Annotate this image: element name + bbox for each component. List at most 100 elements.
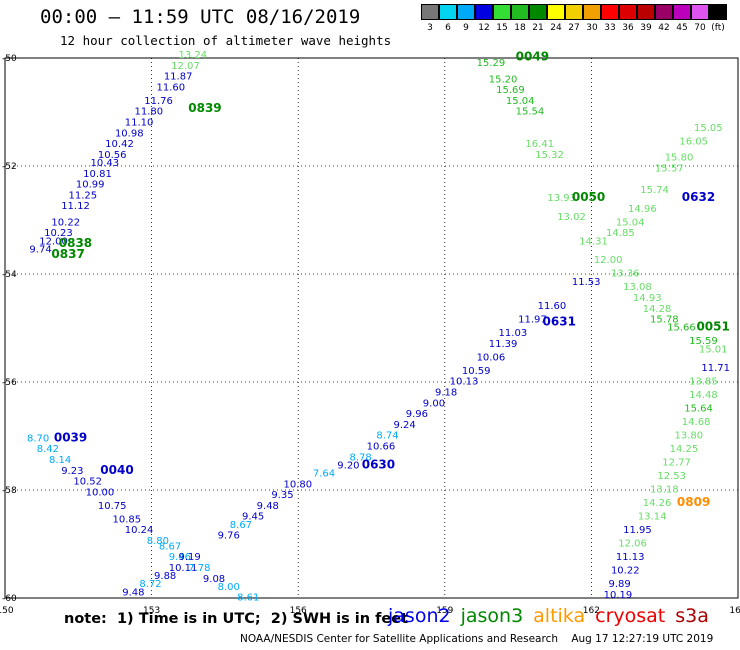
wave-height-label: 8.00 xyxy=(218,582,240,593)
wave-height-label: 9.89 xyxy=(609,579,631,590)
wave-height-labels: 9.7410.2312.0010.2211.1211.2510.9910.811… xyxy=(27,50,730,604)
colorbar-swatch xyxy=(691,4,709,20)
wave-height-label: 9.24 xyxy=(393,420,415,431)
wave-height-label: 10.00 xyxy=(86,487,115,498)
colorbar-label: 45 xyxy=(676,23,688,33)
pass-time-label: 0839 xyxy=(188,101,221,115)
wave-height-label: 9.96 xyxy=(406,409,428,420)
wave-height-label: 13.02 xyxy=(557,212,586,223)
wave-height-label: 14.85 xyxy=(606,228,635,239)
wave-height-label: 10.24 xyxy=(125,525,154,536)
axis-ticks: 150 153 156 159 162 165 -50 -52 -54 -56 -58 -60 xyxy=(0,54,740,616)
pass-time-label: 0838 xyxy=(59,236,92,250)
wave-height-label: 11.25 xyxy=(69,190,98,201)
x-tick-label: 156 xyxy=(290,606,307,616)
wave-height-label: 16.41 xyxy=(525,139,554,150)
colorbar-swatch xyxy=(493,4,511,20)
wave-height-label: 15.04 xyxy=(506,96,535,107)
wave-height-label: 10.43 xyxy=(91,158,120,169)
colorbar-swatch xyxy=(565,4,583,20)
wave-height-label: 11.80 xyxy=(134,107,163,118)
colorbar-label: 12 xyxy=(478,23,490,33)
colorbar-swatch xyxy=(547,4,565,20)
wave-height-label: 15.32 xyxy=(535,150,564,161)
wave-height-label: 13.93 xyxy=(547,193,576,204)
wave-height-label: 15.59 xyxy=(689,336,718,347)
wave-height-label: 12.53 xyxy=(657,471,686,482)
colorbar-label: 39 xyxy=(640,23,652,33)
wave-height-label: 9.23 xyxy=(61,466,83,477)
pass-time-label: 0050 xyxy=(572,190,605,204)
colorbar-label: 33 xyxy=(604,23,616,33)
wave-height-label: 11.53 xyxy=(572,277,601,288)
wave-height-label: 7.78 xyxy=(188,563,210,574)
wave-height-label: 11.60 xyxy=(156,82,185,93)
colorbar-swatch xyxy=(529,4,547,20)
wave-height-label: 13.24 xyxy=(178,50,207,61)
wave-height-label: 10.66 xyxy=(367,442,396,453)
wave-height-label: 11.12 xyxy=(61,201,90,212)
wave-height-label: 10.52 xyxy=(73,477,102,488)
wave-height-label: 10.06 xyxy=(477,352,506,363)
wave-height-label: 10.81 xyxy=(83,169,112,180)
wave-height-label: 9.35 xyxy=(271,490,293,501)
wave-height-label: 15.04 xyxy=(616,217,645,228)
colorbar-label: 30 xyxy=(586,23,598,33)
legend-cryosat: cryosat xyxy=(595,605,666,627)
wave-height-label: 10.11 xyxy=(169,563,198,574)
wave-height-label: 13.85 xyxy=(689,377,718,388)
wave-height-label: 10.99 xyxy=(76,180,105,191)
wave-height-label: 13.08 xyxy=(623,282,652,293)
wave-height-label: 14.48 xyxy=(689,390,718,401)
wave-height-label: 8.80 xyxy=(147,536,169,547)
colorbar-swatch xyxy=(421,4,439,20)
wave-height-label: 14.93 xyxy=(633,293,662,304)
wave-height-label: 10.59 xyxy=(462,366,491,377)
colorbar-label: 9 xyxy=(463,23,469,33)
wave-height-label: 10.19 xyxy=(604,590,633,601)
wave-height-label: 8.70 xyxy=(27,433,49,444)
legend-jason2: jason2 xyxy=(388,605,451,627)
y-tick-label: -50 xyxy=(2,54,17,64)
wave-height-label: 10.42 xyxy=(105,139,134,150)
wave-height-label: 8.61 xyxy=(237,593,259,604)
wave-height-label: 12.00 xyxy=(39,236,68,247)
wave-height-label: 10.75 xyxy=(98,501,127,512)
wave-height-label: 15.05 xyxy=(694,123,723,134)
wave-height-label: 15.66 xyxy=(667,323,696,334)
colorbar-swatch xyxy=(637,4,655,20)
wave-height-label: 15.01 xyxy=(699,344,728,355)
colorbar-swatch xyxy=(475,4,493,20)
colorbar-label: 18 xyxy=(514,23,526,33)
x-tick-label: 150 xyxy=(0,606,14,616)
y-tick-label: -54 xyxy=(2,270,17,280)
wave-height-label: 16.05 xyxy=(679,136,708,147)
map-border xyxy=(4,57,739,599)
colorbar-label: 42 xyxy=(658,23,670,33)
legend-jason3: jason3 xyxy=(460,605,524,627)
credit-text: NOAA/NESDIS Center for Satellite Applica… xyxy=(240,633,714,645)
colorbar-swatch xyxy=(511,4,529,20)
colorbar-label: 6 xyxy=(445,23,451,33)
wave-height-label: 14.68 xyxy=(682,417,711,428)
wave-height-label: 15.80 xyxy=(665,153,694,164)
wave-height-label: 8.14 xyxy=(49,455,71,466)
wave-height-label: 15.78 xyxy=(650,315,679,326)
wave-height-label: 10.98 xyxy=(115,128,144,139)
wave-height-label: 10.22 xyxy=(611,566,640,577)
wave-height-label: 12.07 xyxy=(171,61,200,72)
colorbar-label: 21 xyxy=(532,23,544,33)
wave-height-label: 12.00 xyxy=(594,255,623,266)
pass-time-label: 0051 xyxy=(696,320,729,334)
satellite-legend: jason2 jason3 altika cryosat s3a xyxy=(388,605,719,627)
wave-height-label: 15.69 xyxy=(496,85,525,96)
wave-height-label: 14.26 xyxy=(643,498,672,509)
pass-time-label: 0040 xyxy=(100,463,133,477)
chart-title: 00:00 — 11:59 UTC 08/16/2019 xyxy=(40,6,361,28)
colorbar-label: 70 xyxy=(694,23,706,33)
x-tick-label: 153 xyxy=(143,606,160,616)
wave-height-label: 10.85 xyxy=(113,514,142,525)
colorbar-label: 36 xyxy=(622,23,634,33)
wave-height-label: 11.97 xyxy=(518,315,547,326)
wave-height-label: 9.18 xyxy=(435,388,457,399)
